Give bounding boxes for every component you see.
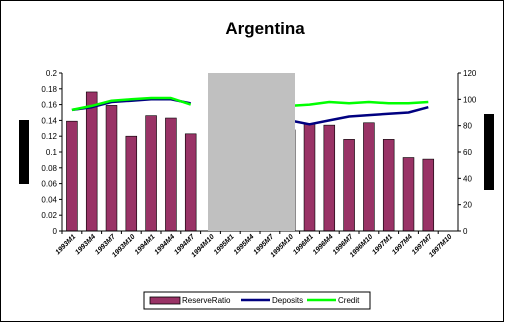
x-axis-tick-label: 1993M4 <box>74 233 97 256</box>
left-axis-tick-label: 0 <box>53 227 58 236</box>
legend-label-deposits: Deposits <box>272 296 303 305</box>
gray-overlay-box <box>208 73 295 231</box>
right-black-bar <box>484 114 494 190</box>
left-axis-tick-label: 0.02 <box>41 211 57 220</box>
bar-reserve-ratio <box>363 122 375 232</box>
left-axis-tick-label: 0.1 <box>46 148 58 157</box>
left-axis-tick-label: 0.18 <box>41 85 57 94</box>
right-axis-tick-label: 80 <box>463 122 472 131</box>
left-axis-tick-label: 0.2 <box>46 69 58 78</box>
x-axis: 1993M11993M41993M71993M101994M11994M4199… <box>54 230 458 259</box>
bar-reserve-ratio <box>402 157 415 232</box>
legend: ReserveRatio Deposits Credit <box>143 291 371 310</box>
bar-reserve-ratio <box>422 158 435 232</box>
right-axis: 0 20 40 60 80 100 120 <box>457 69 477 236</box>
bar-reserve-ratio <box>145 115 157 232</box>
left-axis-tick-label: 0.08 <box>41 164 57 173</box>
right-axis-tick-label: 0 <box>463 227 468 236</box>
x-axis-tick-label: 1994M4 <box>153 233 176 256</box>
bar-reserve-ratio <box>184 133 197 232</box>
bar-reserve-ratio <box>382 139 395 232</box>
line-series <box>71 96 429 126</box>
right-axis-tick-label: 20 <box>463 201 472 210</box>
legend-label-reserve-ratio: ReserveRatio <box>182 296 231 305</box>
bar-reserve-ratio <box>343 139 355 232</box>
x-axis-tick-label: 1995M4 <box>233 233 256 256</box>
bar-reserve-ratio <box>165 117 177 232</box>
right-axis-tick-label: 60 <box>463 148 472 157</box>
bar-reserve-ratio <box>105 105 118 232</box>
x-axis-tick-label: 1996M4 <box>312 233 335 256</box>
bar-reserve-ratio <box>323 124 336 232</box>
line-credit <box>71 96 429 112</box>
left-axis-tick-label: 0.12 <box>41 132 57 141</box>
left-black-bar <box>19 120 29 184</box>
x-axis-tick-label: 1994M1 <box>134 233 157 256</box>
x-axis-tick-label: 1997M4 <box>391 233 414 256</box>
left-axis-tick-label: 0.16 <box>41 101 57 110</box>
legend-label-credit: Credit <box>338 296 360 305</box>
left-axis: 0 0.02 0.04 0.06 0.08 0.1 0.12 0.14 0.16 0.18 0.2 <box>41 69 63 236</box>
chart-title: Argentina <box>225 19 305 38</box>
x-axis-tick-label: 1997M1 <box>371 233 394 256</box>
x-axis-tick-label: 1993M1 <box>54 233 77 256</box>
right-axis-tick-label: 40 <box>463 174 472 183</box>
x-axis-tick-label: 1996M1 <box>292 233 315 256</box>
bar-series <box>66 91 435 232</box>
bar-reserve-ratio <box>85 91 98 232</box>
left-axis-tick-label: 0.14 <box>41 116 57 125</box>
bar-reserve-ratio <box>125 135 138 232</box>
legend-swatch-reserve-ratio <box>149 296 181 305</box>
bar-reserve-ratio <box>303 123 316 232</box>
left-axis-tick-label: 0.06 <box>41 180 57 189</box>
bar-reserve-ratio <box>66 120 78 232</box>
x-axis-tick-label: 1995M1 <box>213 233 236 256</box>
right-axis-tick-label: 120 <box>463 69 477 78</box>
left-axis-tick-label: 0.04 <box>41 195 57 204</box>
right-axis-tick-label: 100 <box>463 95 477 104</box>
